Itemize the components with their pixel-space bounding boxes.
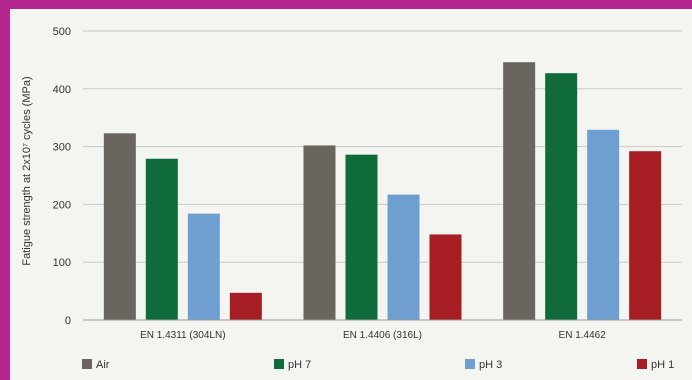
legend-label: pH 1 bbox=[651, 359, 674, 371]
legend-swatch bbox=[637, 359, 647, 369]
bar-air-1 bbox=[103, 133, 136, 320]
legend-swatch bbox=[82, 359, 92, 369]
legend-label: pH 7 bbox=[288, 359, 311, 371]
bar-ph1-2 bbox=[429, 234, 462, 320]
bar-ph7-1 bbox=[145, 158, 178, 320]
y-tick-label: 500 bbox=[53, 26, 71, 38]
bar-ph7-2 bbox=[345, 154, 378, 320]
bar-air-3 bbox=[503, 62, 536, 320]
x-category-label: EN 1.4462 bbox=[559, 330, 607, 341]
bar-ph3-3 bbox=[587, 129, 620, 320]
bar-air-2 bbox=[303, 145, 336, 320]
legend-swatch bbox=[274, 359, 284, 369]
x-category-label: EN 1.4406 (316L) bbox=[343, 330, 422, 341]
y-axis-ticks: 0 100 200 300 400 500 bbox=[53, 26, 71, 327]
y-tick-label: 400 bbox=[53, 84, 71, 96]
bar-ph3-2 bbox=[387, 194, 420, 320]
legend-label: Air bbox=[96, 359, 110, 371]
gridlines bbox=[83, 30, 682, 263]
bar-ph3-1 bbox=[187, 213, 220, 320]
x-category-label: EN 1.4311 (304LN) bbox=[140, 330, 225, 341]
bar-ph1-3 bbox=[629, 151, 662, 320]
legend-swatch bbox=[465, 359, 475, 369]
bar-ph1-1 bbox=[229, 292, 262, 320]
y-tick-label: 0 bbox=[65, 315, 71, 327]
legend: Air pH 7 pH 3 pH 1 bbox=[82, 359, 674, 371]
chart-panel: 0 100 200 300 400 500 EN 1.4311 (304LN) EN 1.4… bbox=[10, 9, 692, 380]
bars bbox=[103, 62, 662, 320]
x-axis-labels: EN 1.4311 (304LN) EN 1.4406 (316L) EN 1.44… bbox=[140, 330, 606, 341]
bar-ph7-3 bbox=[545, 73, 578, 320]
y-axis-title: Fatigue strength at 2x10⁷ cycles (MPa) bbox=[21, 76, 33, 265]
legend-label: pH 3 bbox=[479, 359, 502, 371]
y-tick-label: 300 bbox=[53, 142, 71, 154]
y-tick-label: 200 bbox=[53, 199, 71, 211]
y-tick-label: 100 bbox=[53, 257, 71, 269]
